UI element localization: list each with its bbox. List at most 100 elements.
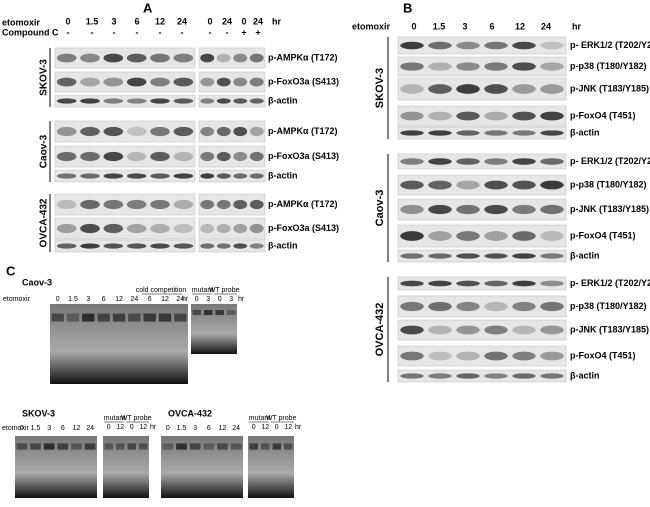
blot-strip (198, 94, 266, 108)
band (428, 253, 452, 259)
band (150, 243, 170, 249)
time-label: 3 (111, 16, 116, 26)
time-label: 24 (86, 425, 94, 432)
band (400, 301, 424, 312)
gel-band (261, 443, 270, 450)
gel-band (174, 313, 187, 322)
band (80, 151, 100, 162)
band (484, 111, 508, 121)
gel-band (71, 443, 82, 450)
control-label: WT probe (266, 415, 297, 422)
band (56, 223, 77, 234)
blot-strip (397, 249, 567, 263)
band (233, 151, 248, 162)
row-label: p-JNK (T183/Y185) (570, 324, 649, 334)
band (540, 130, 564, 136)
time-label: 12 (115, 296, 123, 303)
gel-band (143, 313, 156, 322)
time-label: 1.5 (177, 425, 187, 432)
band (484, 158, 508, 165)
gel-title: Caov-3 (22, 277, 52, 287)
row-label: p- ERK1/2 (T202/Y204) (570, 156, 650, 166)
gel-band (116, 443, 125, 450)
time-label: 24 (222, 16, 232, 26)
band (56, 77, 77, 87)
band (428, 130, 452, 136)
gel-band (128, 313, 141, 322)
band (216, 243, 231, 249)
band (484, 62, 508, 71)
time-label: 0 (218, 296, 222, 303)
blot-strip (397, 105, 567, 127)
band (484, 373, 508, 379)
gel-band (272, 443, 281, 450)
time-label: 3 (206, 296, 210, 303)
gel-band (43, 443, 55, 450)
band (216, 126, 231, 137)
gel-band (57, 443, 69, 450)
band (484, 325, 508, 335)
sign-label: - (181, 27, 184, 37)
row-label: p-p38 (T180/Y182) (570, 179, 647, 189)
band (512, 325, 536, 335)
band (400, 325, 424, 335)
time-label: 24 (253, 16, 263, 26)
band (200, 243, 215, 249)
band (400, 158, 424, 165)
band (512, 231, 536, 241)
band (540, 231, 564, 241)
blot-strip (198, 169, 266, 183)
gel-band (66, 313, 80, 322)
sign-label: - (159, 27, 162, 37)
blot-strip (397, 369, 567, 383)
row-label: β-actin (570, 250, 600, 260)
row-label: β-actin (268, 170, 298, 180)
time-label: 6 (148, 296, 152, 303)
blot-strip (54, 120, 196, 143)
band (126, 223, 147, 234)
band (400, 130, 424, 136)
band (512, 41, 536, 50)
row-label: p- ERK1/2 (T202/Y204) (570, 40, 650, 50)
band (233, 98, 248, 104)
time-label: 24 (232, 425, 240, 432)
band (512, 158, 536, 165)
time-label: 24 (176, 296, 184, 303)
band (456, 62, 480, 71)
time-label: 12 (155, 16, 165, 26)
gel (161, 436, 243, 498)
band (428, 62, 452, 71)
blot-strip (54, 169, 196, 183)
unit-label: hr (295, 424, 302, 431)
row-label: p-FoxO3a (S413) (268, 76, 339, 86)
time-label: 12 (139, 424, 147, 431)
band (80, 199, 100, 210)
band (512, 180, 536, 190)
band (200, 126, 215, 137)
time-label: 1.5 (68, 296, 78, 303)
band (200, 223, 215, 234)
cell-line-label: Caov-3 (39, 134, 50, 168)
blot-strip (198, 217, 266, 240)
band (456, 301, 480, 312)
row-label: p-AMPKα (T172) (268, 199, 338, 209)
band (173, 151, 194, 162)
blot-strip (397, 198, 567, 221)
time-label: 12 (515, 21, 525, 31)
band (233, 243, 248, 249)
band (456, 373, 480, 379)
band (540, 351, 564, 361)
band (200, 151, 215, 162)
row-label: p-AMPKα (T172) (268, 126, 338, 136)
gel-band (30, 443, 41, 450)
time-label: 3 (86, 296, 90, 303)
time-label: 3 (462, 21, 467, 31)
time-label: 12 (161, 296, 169, 303)
band (150, 151, 170, 162)
band (80, 98, 100, 104)
band (400, 204, 424, 215)
band (400, 180, 424, 190)
time-label: 12 (73, 425, 81, 432)
band (200, 199, 215, 210)
